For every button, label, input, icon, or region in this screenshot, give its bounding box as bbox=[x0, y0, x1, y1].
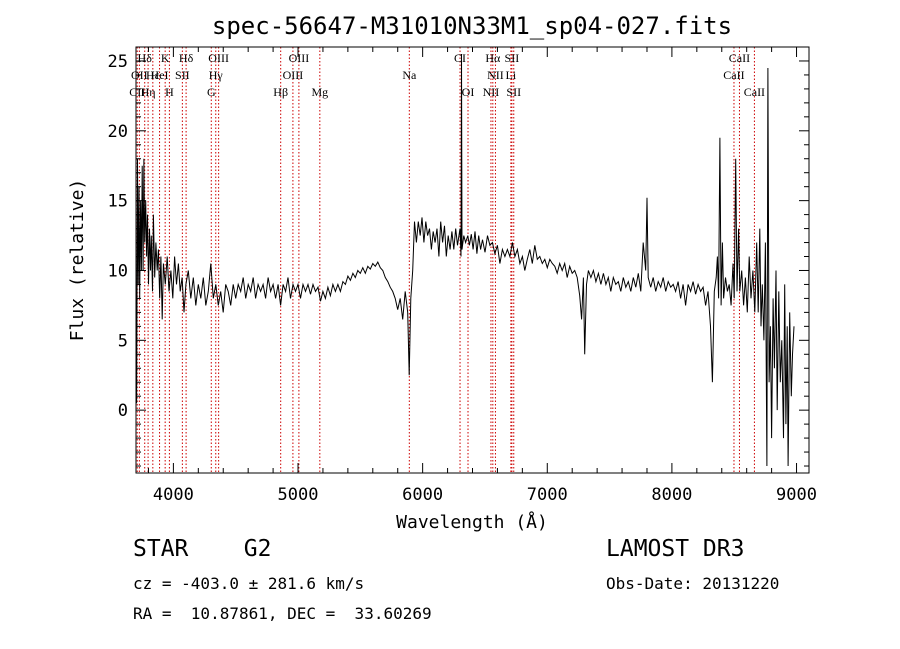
spectral-line-label: K bbox=[161, 51, 170, 65]
spectral-line-label: OIII bbox=[283, 68, 304, 82]
y-tick-label: 0 bbox=[118, 401, 128, 421]
y-tick-label: 25 bbox=[108, 52, 128, 72]
spectral-line-label: OIII bbox=[289, 51, 310, 65]
spectral-line-label: OIII bbox=[208, 51, 229, 65]
spectral-line-label: Hγ bbox=[209, 68, 224, 82]
spectral-line-label: Hη bbox=[141, 85, 156, 99]
spectral-line-label: Hε bbox=[146, 68, 160, 82]
spectral-line-label: SII bbox=[175, 68, 190, 82]
spectral-line-label: NII bbox=[483, 85, 500, 99]
survey-name: LAMOST DR3 bbox=[606, 536, 745, 562]
spectrum-line bbox=[136, 53, 795, 467]
y-tick-label: 10 bbox=[108, 261, 128, 281]
x-tick-label: 4000 bbox=[153, 485, 194, 505]
spectral-line-label: Na bbox=[402, 68, 417, 82]
x-tick-label: 5000 bbox=[278, 485, 319, 505]
x-axis-label: Wavelength (Å) bbox=[396, 511, 548, 533]
redshift-value: cz = -403.0 ± 281.6 km/s bbox=[133, 574, 365, 593]
x-tick-label: 7000 bbox=[527, 485, 568, 505]
x-tick-label: 6000 bbox=[402, 485, 443, 505]
spectral-line-label: H bbox=[165, 85, 174, 99]
spectral-line-label: Mg bbox=[311, 85, 328, 99]
spectral-line-label: CI bbox=[454, 51, 466, 65]
spectral-line-label: OI bbox=[462, 85, 475, 99]
y-axis-label: Flux (relative) bbox=[67, 179, 88, 342]
spectral-line-label: HeI bbox=[151, 68, 169, 82]
spectral-line-label: NII bbox=[487, 68, 504, 82]
spectral-line-label: Hδ bbox=[179, 51, 194, 65]
y-tick-label: 5 bbox=[118, 331, 128, 351]
chart-title: spec-56647-M31010N33M1_sp04-027.fits bbox=[212, 12, 732, 40]
y-tick-label: 15 bbox=[108, 192, 128, 212]
plot-frame bbox=[135, 46, 810, 474]
y-tick-label: 20 bbox=[108, 122, 128, 142]
spectral-line-label: CaII bbox=[723, 68, 744, 82]
spectral-line-label: Hδ bbox=[138, 51, 153, 65]
x-axis: 4000 5000 6000 7000 8000 9000 bbox=[147, 47, 817, 505]
spectral-line-label: CII bbox=[129, 85, 145, 99]
spectral-line-label: Li bbox=[506, 68, 517, 82]
x-tick-label: 9000 bbox=[776, 485, 817, 505]
spectral-line-label: Hβ bbox=[273, 85, 288, 99]
spectral-line-label: G bbox=[207, 85, 216, 99]
spectral-line-label: Hα bbox=[485, 51, 501, 65]
spectral-line-label: SII bbox=[505, 51, 520, 65]
spectral-line-label: CaII bbox=[744, 85, 765, 99]
spectral-line-label: SII bbox=[506, 85, 521, 99]
spectral-line-label: CaII bbox=[729, 51, 750, 65]
y-axis: 0 5 10 15 20 25 bbox=[108, 46, 809, 467]
observation-date: Obs-Date: 20131220 bbox=[606, 574, 780, 593]
coordinates: RA = 10.87861, DEC = 33.60269 bbox=[133, 604, 432, 623]
spectral-line-markers bbox=[136, 47, 755, 473]
object-class: STAR G2 bbox=[133, 536, 272, 562]
x-tick-label: 8000 bbox=[651, 485, 692, 505]
